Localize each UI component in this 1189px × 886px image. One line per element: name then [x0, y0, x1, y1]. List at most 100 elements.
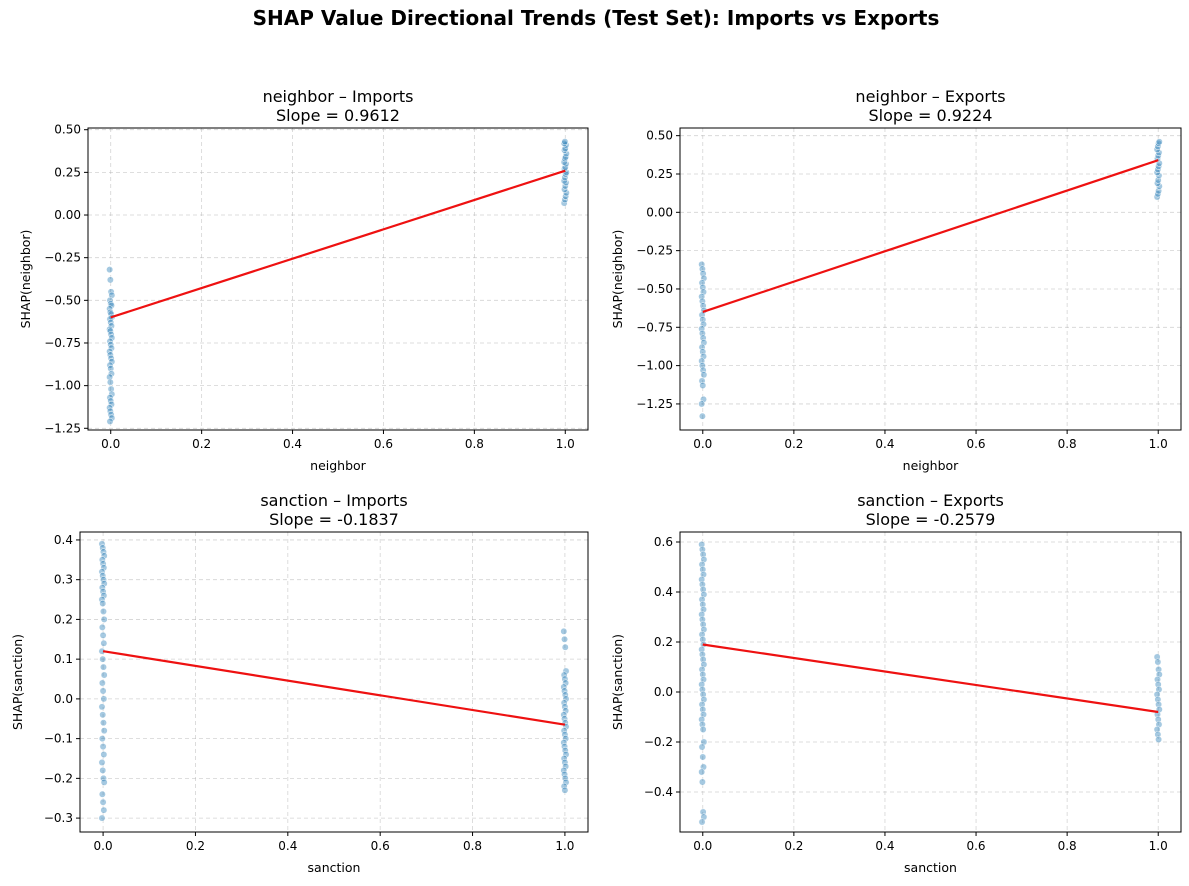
- scatter-point: [106, 373, 114, 381]
- y-tick-label: −0.75: [636, 320, 673, 334]
- scatter-point: [699, 601, 707, 608]
- scatter-point: [698, 611, 706, 618]
- scatter-point: [107, 341, 115, 349]
- y-tick-label: 0.50: [54, 123, 81, 137]
- x-tick-label: 0.0: [693, 839, 712, 853]
- scatter-point: [107, 319, 115, 326]
- scatter-point: [562, 695, 570, 703]
- scatter-point: [699, 586, 707, 593]
- scatter-point: [698, 561, 706, 568]
- scatter-point: [698, 412, 706, 420]
- scatter-point: [699, 636, 707, 643]
- scatter-point: [561, 635, 568, 643]
- scatter-point: [561, 138, 569, 146]
- scatter-point: [106, 404, 114, 412]
- y-axis-label: SHAP(neighbor): [610, 230, 625, 329]
- panel-subtitle: Slope = 0.9612: [276, 106, 400, 125]
- x-tick-label: 0.0: [101, 437, 120, 451]
- scatter-point: [699, 753, 707, 761]
- scatter-point: [98, 759, 106, 766]
- scatter-point: [698, 646, 706, 653]
- x-tick-label: 1.0: [1149, 437, 1168, 451]
- scatter-point: [100, 552, 108, 560]
- scatter-point: [108, 370, 115, 378]
- scatter-point: [700, 371, 708, 379]
- scatter-point: [561, 163, 569, 171]
- scatter-point: [699, 671, 707, 678]
- scatter-point: [106, 305, 114, 313]
- y-tick-label: 0.50: [646, 129, 673, 143]
- scatter-point: [99, 766, 107, 774]
- regression-line: [110, 169, 566, 319]
- scatter-point: [100, 564, 108, 572]
- scatter-point: [108, 414, 116, 422]
- y-tick-label: −0.3: [44, 811, 73, 825]
- scatter-point: [698, 721, 706, 728]
- y-tick-label: 0.1: [54, 652, 73, 666]
- scatter-point: [108, 344, 115, 352]
- scatter-point: [1154, 731, 1162, 738]
- y-tick-label: 0.00: [646, 205, 673, 219]
- x-tick-label: 1.0: [556, 437, 575, 451]
- scatter-point: [562, 150, 570, 158]
- panel-sanction-exports: 0.0 0.2 0.4 0.6 0.8 1.0 −0.4 −0.2 0.0 0.2 0.4 0.6 sa…: [610, 491, 1182, 875]
- scatter-point: [98, 703, 106, 711]
- scatter-point: [1154, 681, 1162, 688]
- scatter-point: [100, 778, 108, 786]
- x-tick-label: 1.0: [555, 839, 574, 853]
- scatter-point: [698, 616, 706, 623]
- scatter-point: [106, 361, 114, 369]
- scatter-point: [699, 621, 707, 628]
- scatter-point: [99, 798, 107, 806]
- x-tick-label: 0.6: [966, 839, 985, 853]
- scatter-point: [100, 727, 108, 735]
- scatter-point: [562, 192, 570, 200]
- scatter-point: [106, 418, 114, 425]
- x-tick-label: 0.6: [374, 437, 393, 451]
- x-axis-label: neighbor: [310, 458, 367, 473]
- y-tick-label: −1.00: [636, 359, 673, 373]
- scatter-point: [699, 382, 707, 389]
- panel-neighbor-exports: 0.0 0.2 0.4 0.6 0.8 1.0 −1.25 −1.00 −0.75 −0.50 −0…: [610, 87, 1182, 473]
- scatter-point: [698, 631, 706, 638]
- scatter-point: [98, 679, 106, 687]
- scatter-point: [699, 726, 707, 733]
- scatter-point: [108, 390, 116, 398]
- scatter-point: [108, 291, 116, 299]
- x-tick-label: 0.8: [1058, 839, 1077, 853]
- scatter-point: [698, 768, 706, 776]
- scatter-point: [699, 551, 707, 558]
- scatter-point: [699, 656, 707, 663]
- axes-frame: [679, 531, 1182, 833]
- scatter-point: [698, 743, 706, 751]
- x-tick-label: 1.0: [1149, 839, 1168, 853]
- scatter-point: [98, 814, 106, 822]
- scatter-point: [699, 566, 707, 573]
- scatter-point: [100, 695, 108, 703]
- scatter-point: [699, 808, 707, 816]
- y-axis-label: SHAP(sanction): [610, 634, 625, 730]
- y-tick-label: 0.3: [54, 573, 73, 587]
- scatter-point: [100, 615, 108, 623]
- scatter-point: [698, 400, 706, 408]
- scatter-point: [562, 189, 570, 197]
- scatter-point: [106, 327, 114, 335]
- axes-frame: [679, 127, 1182, 431]
- scatter-point: [698, 681, 706, 688]
- y-tick-label: 0.25: [54, 165, 81, 179]
- scatter-point: [560, 177, 568, 185]
- x-tick-label: 0.4: [283, 437, 302, 451]
- y-tick-label: −0.75: [44, 336, 81, 350]
- regression-line: [702, 159, 1159, 314]
- regression-line: [102, 650, 566, 726]
- panel-subtitle: Slope = -0.2579: [866, 510, 996, 529]
- x-tick-label: 0.4: [875, 839, 894, 853]
- scatter-point: [100, 663, 107, 671]
- y-tick-label: −0.2: [44, 771, 73, 785]
- scatter-point: [698, 778, 706, 786]
- panel-subtitle: Slope = 0.9224: [869, 106, 993, 125]
- y-axis-label: SHAP(neighbor): [18, 230, 33, 329]
- scatter-point: [106, 266, 114, 274]
- y-tick-label: 0.4: [54, 533, 73, 547]
